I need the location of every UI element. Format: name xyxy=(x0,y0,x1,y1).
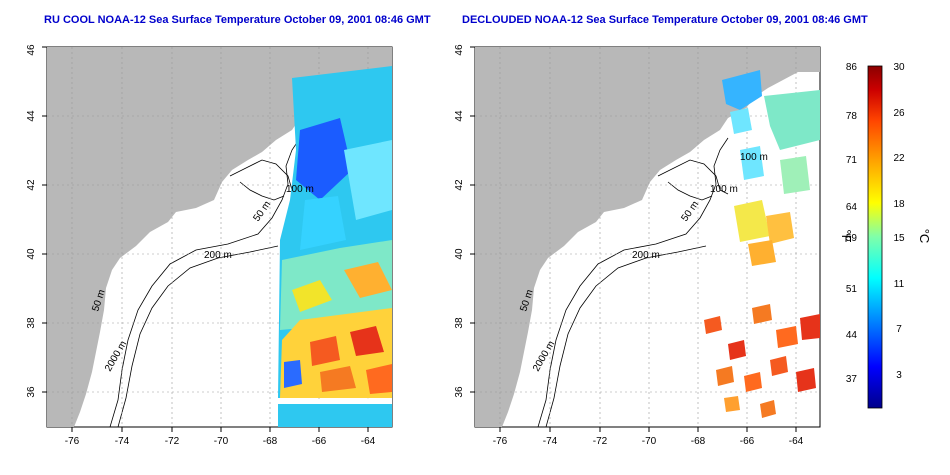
left-lat-tick-labels: 36 38 40 42 44 46 xyxy=(26,44,37,398)
fahrenheit-axis-label: °F xyxy=(839,229,854,242)
lat-tick-label: 46 xyxy=(454,44,465,56)
lon-tick-label: -76 xyxy=(493,436,508,447)
right-map-title: DECLOUDED NOAA-12 Sea Surface Temperatur… xyxy=(462,14,868,26)
lon-tick-label: -68 xyxy=(691,436,706,447)
fahrenheit-tick-label: 64 xyxy=(846,202,858,213)
lon-tick-label: -74 xyxy=(543,436,558,447)
lat-tick-label: 42 xyxy=(454,179,465,191)
lat-tick-label: 36 xyxy=(454,386,465,398)
contour-label-200m: 200 m xyxy=(632,250,660,261)
lon-tick-label: -74 xyxy=(115,436,130,447)
lon-tick-label: -76 xyxy=(65,436,80,447)
left-land-mass xyxy=(47,47,392,427)
lon-tick-label: -66 xyxy=(740,436,755,447)
colorbar-fahrenheit-ticks: 86 78 71 64 59 51 44 37 xyxy=(846,62,858,385)
lat-tick-label: 40 xyxy=(454,248,465,260)
lon-tick-label: -64 xyxy=(361,436,376,447)
colorbar-celsius-ticks: 30 26 22 18 15 11 7 3 xyxy=(893,62,905,381)
celsius-tick-label: 15 xyxy=(893,233,905,244)
celsius-axis-label: °C xyxy=(917,229,932,244)
right-bathymetry-contours xyxy=(537,137,729,427)
celsius-tick-label: 22 xyxy=(893,153,905,164)
right-declouded-map: 50 m 2000 m 200 m 50 m 100 m 100 m -76 -… xyxy=(454,44,821,447)
celsius-tick-label: 3 xyxy=(896,370,902,381)
lat-tick-label: 44 xyxy=(26,110,37,122)
celsius-tick-label: 11 xyxy=(894,279,905,290)
fahrenheit-tick-label: 86 xyxy=(846,62,858,73)
right-axis-ticks xyxy=(470,46,797,432)
temperature-colorbar: 86 78 71 64 59 51 44 37 30 26 22 18 15 1… xyxy=(839,62,932,409)
left-lon-tick-labels: -76 -74 -72 -70 -68 -66 -64 xyxy=(65,436,376,447)
celsius-tick-label: 30 xyxy=(893,62,905,73)
right-lon-tick-labels: -76 -74 -72 -70 -68 -66 -64 xyxy=(493,436,804,447)
left-axis-ticks xyxy=(42,46,369,432)
lon-tick-label: -70 xyxy=(214,436,229,447)
left-sst-swath xyxy=(278,66,392,427)
fahrenheit-tick-label: 78 xyxy=(846,111,858,122)
lat-tick-label: 46 xyxy=(26,44,37,56)
contour-label-100m: 100 m xyxy=(710,184,738,195)
celsius-tick-label: 18 xyxy=(893,199,905,210)
right-lat-tick-labels: 36 38 40 42 44 46 xyxy=(454,44,465,398)
lon-tick-label: -72 xyxy=(165,436,180,447)
colorbar-gradient xyxy=(867,65,883,409)
contour-label-100m: 100 m xyxy=(286,184,314,195)
right-sst-patches xyxy=(704,70,820,418)
fahrenheit-tick-label: 71 xyxy=(846,155,858,166)
fahrenheit-tick-label: 51 xyxy=(846,284,858,295)
lon-tick-label: -70 xyxy=(642,436,657,447)
lat-tick-label: 42 xyxy=(26,179,37,191)
fahrenheit-tick-label: 59 xyxy=(846,233,858,244)
fahrenheit-tick-label: 37 xyxy=(846,374,858,385)
left-sst-map: 50 m 2000 m 200 m 50 m 100 m -76 -74 -72… xyxy=(26,44,393,447)
fahrenheit-tick-label: 44 xyxy=(846,330,858,341)
lon-tick-label: -72 xyxy=(593,436,608,447)
lat-tick-label: 38 xyxy=(26,317,37,329)
contour-label-200m: 200 m xyxy=(204,250,232,261)
lon-tick-label: -66 xyxy=(312,436,327,447)
left-bathymetry-contours xyxy=(109,137,301,427)
lon-tick-label: -68 xyxy=(263,436,278,447)
lat-tick-label: 36 xyxy=(26,386,37,398)
right-land-mass xyxy=(475,47,820,427)
celsius-tick-label: 26 xyxy=(893,108,905,119)
lat-tick-label: 40 xyxy=(26,248,37,260)
left-map-title: RU COOL NOAA-12 Sea Surface Temperature … xyxy=(44,14,431,26)
celsius-tick-label: 7 xyxy=(896,324,902,335)
lat-tick-label: 44 xyxy=(454,110,465,122)
lon-tick-label: -64 xyxy=(789,436,804,447)
lat-tick-label: 38 xyxy=(454,317,465,329)
contour-label-100m-upper: 100 m xyxy=(740,152,768,163)
